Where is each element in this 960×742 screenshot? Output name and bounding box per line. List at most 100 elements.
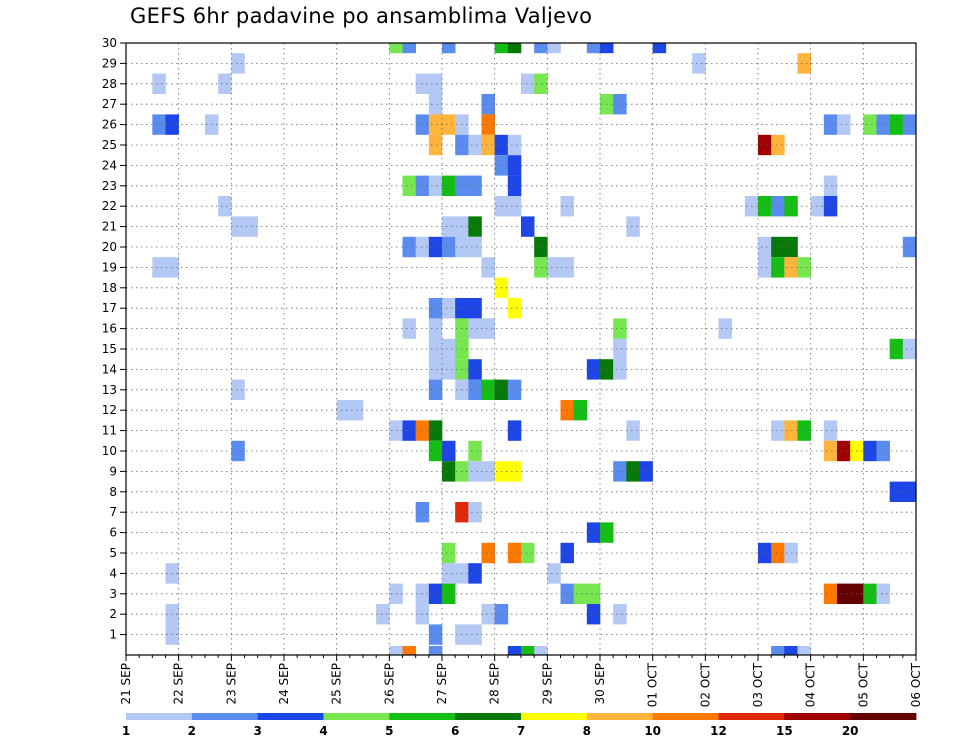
heatmap-cell <box>428 318 443 339</box>
heatmap-cell <box>402 646 416 655</box>
heatmap-cell <box>481 461 495 482</box>
heatmap-cell <box>428 379 443 400</box>
colorbar: 1 2 3 4 5 6 7 8 10 12 15 20 <box>122 713 917 738</box>
heatmap-cell <box>468 461 482 482</box>
heatmap-cell <box>534 73 548 94</box>
heatmap-cell <box>534 257 548 278</box>
heatmap-cell <box>718 318 732 339</box>
colorbar-segment <box>389 713 456 720</box>
x-tick-label: 03 OCT <box>751 662 765 707</box>
y-tick-label: 4 <box>109 566 117 580</box>
heatmap-cell <box>494 43 509 54</box>
y-tick-label: 15 <box>102 342 117 356</box>
heatmap-cell <box>863 440 877 462</box>
heatmap-cell <box>428 359 443 380</box>
heatmap-cell <box>797 420 811 441</box>
heatmap-cell <box>428 134 443 156</box>
heatmap-cell <box>534 646 548 655</box>
heatmap-cell <box>428 338 443 360</box>
heatmap-cell <box>507 461 522 482</box>
heatmap-cell <box>481 379 495 400</box>
heatmap-cell <box>771 196 785 217</box>
heatmap-cell <box>547 563 561 584</box>
heatmap-cell <box>902 481 917 502</box>
heatmap-cell <box>547 257 561 278</box>
y-tick-label: 12 <box>102 403 117 417</box>
heatmap-cell <box>442 298 456 319</box>
y-tick-label: 23 <box>102 179 117 193</box>
y-tick-label: 18 <box>102 281 117 295</box>
heatmap-cell <box>507 420 522 441</box>
heatmap-cell <box>468 379 482 400</box>
heatmap-cell <box>481 542 495 564</box>
heatmap-cell <box>613 94 627 115</box>
heatmap-cell <box>442 583 456 604</box>
colorbar-segment <box>718 713 785 720</box>
heatmap-cell <box>507 175 522 196</box>
y-tick-label: 11 <box>102 424 117 438</box>
heatmap-cell <box>428 236 443 258</box>
heatmap-cell <box>507 379 522 400</box>
colorbar-label: 6 <box>451 724 459 738</box>
heatmap-cell <box>468 359 482 380</box>
heatmap-cell <box>507 298 522 319</box>
y-tick-label: 29 <box>102 56 117 70</box>
heatmap-cell <box>837 583 851 604</box>
heatmap-cell <box>468 440 482 462</box>
heatmap-cell <box>692 53 706 74</box>
x-tick-label: 26 SEP <box>382 663 396 705</box>
colorbar-segment <box>521 713 588 720</box>
heatmap-cell <box>231 440 245 462</box>
y-tick-label: 1 <box>109 628 117 642</box>
heatmap-cell <box>626 216 640 237</box>
colorbar-segment <box>586 713 654 720</box>
heatmap-cell <box>468 134 482 156</box>
colorbar-segment <box>652 713 719 720</box>
y-tick-label: 27 <box>102 97 117 111</box>
colorbar-label: 4 <box>319 724 327 738</box>
heatmap-cell <box>823 196 838 217</box>
x-tick-label: 24 SEP <box>277 663 291 705</box>
colorbar-label: 12 <box>710 724 727 738</box>
heatmap-cell <box>152 257 166 278</box>
heatmap-cell <box>442 440 456 462</box>
x-tick-label: 25 SEP <box>330 663 344 705</box>
heatmap-cell <box>586 43 601 54</box>
heatmap-cell <box>626 420 640 441</box>
chart-title: GEFS 6hr padavine po ansamblima Valjevo <box>130 4 593 28</box>
heatmap-cell <box>402 175 416 196</box>
heatmap-cell <box>218 73 232 94</box>
heatmap-cell <box>521 542 535 564</box>
colorbar-segment <box>191 713 259 720</box>
colorbar-label: 15 <box>776 724 793 738</box>
heatmap-cell <box>784 646 798 655</box>
heatmap-cell <box>758 196 772 217</box>
heatmap-cell <box>534 43 548 54</box>
heatmap-cell <box>442 236 456 258</box>
y-tick-label: 22 <box>102 199 117 213</box>
colorbar-segment <box>126 713 193 720</box>
grid-lines <box>126 43 916 655</box>
heatmap-cell <box>758 542 772 564</box>
heatmap-cell <box>481 94 495 115</box>
y-tick-label: 28 <box>102 77 117 91</box>
y-tick-label: 20 <box>102 240 117 254</box>
heatmap-cell <box>152 73 166 94</box>
heatmap-cell <box>613 604 627 625</box>
heatmap-cell <box>481 318 495 339</box>
heatmap-cell <box>442 114 456 135</box>
colorbar-label: 2 <box>188 724 196 738</box>
heatmap-cell <box>507 134 522 156</box>
heatmap-cell <box>626 461 640 482</box>
heatmap-cell <box>507 43 522 54</box>
heatmap-cell <box>468 298 482 319</box>
y-tick-label: 7 <box>109 505 117 519</box>
y-tick-label: 19 <box>102 260 117 274</box>
heatmap-cell <box>336 400 351 421</box>
heatmap-cell <box>797 257 811 278</box>
y-tick-label: 16 <box>102 322 117 336</box>
heatmap-cell <box>758 134 772 156</box>
heatmap-cell <box>771 134 785 156</box>
heatmap-cell <box>442 461 456 482</box>
heatmap-cell <box>600 43 614 54</box>
